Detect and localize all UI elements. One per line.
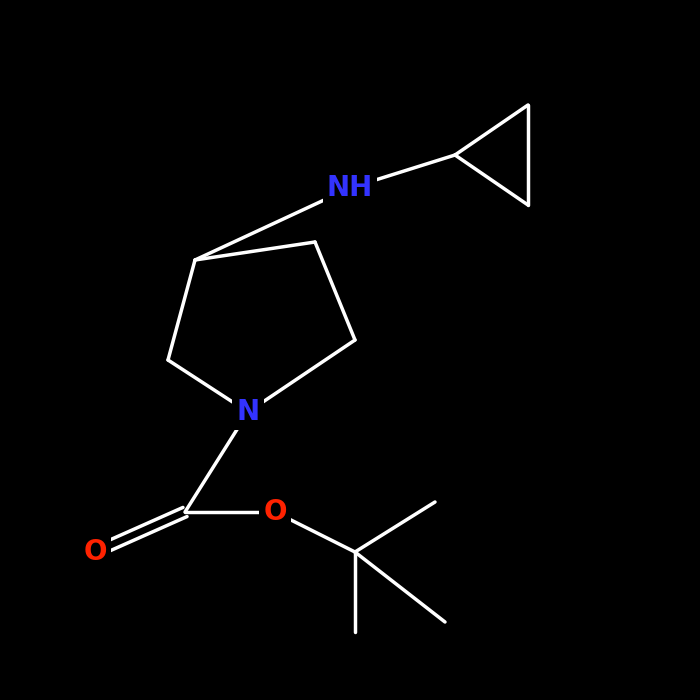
Text: N: N bbox=[237, 398, 260, 426]
Text: O: O bbox=[83, 538, 106, 566]
Text: O: O bbox=[263, 498, 287, 526]
Text: NH: NH bbox=[327, 174, 373, 202]
